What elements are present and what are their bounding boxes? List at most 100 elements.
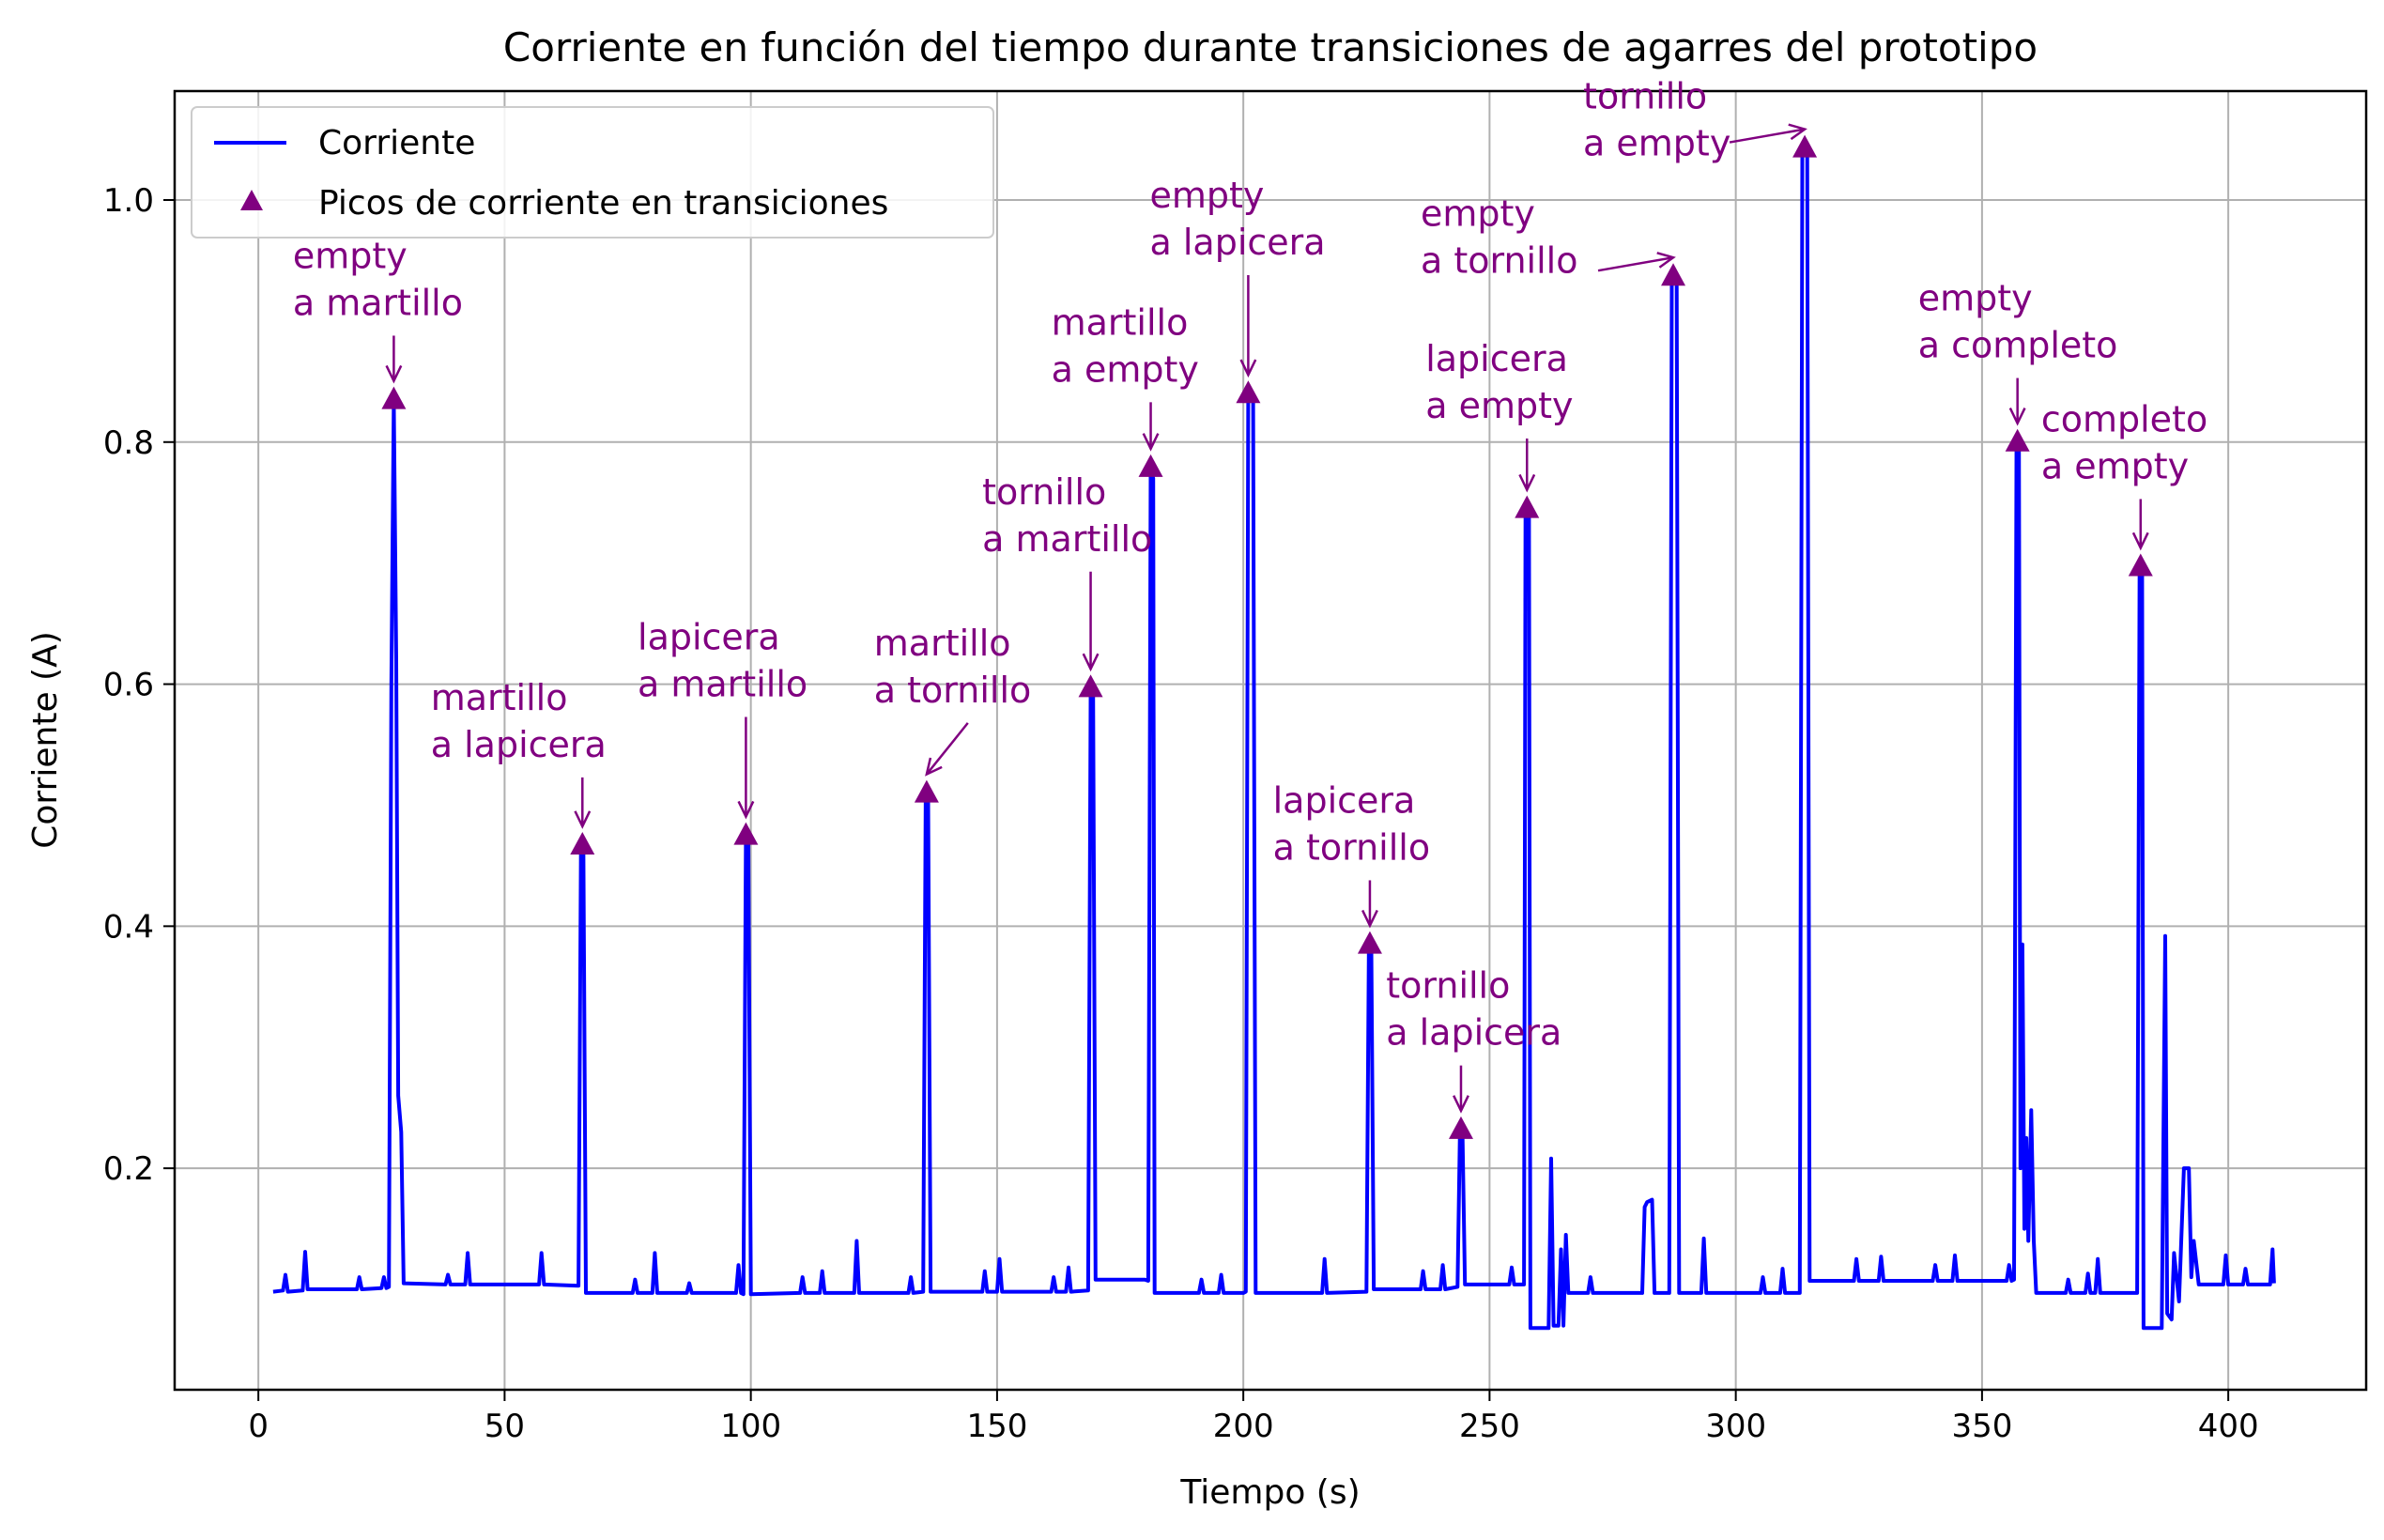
annotation-arrowhead (1361, 909, 1378, 929)
y-tick-label: 1.0 (103, 182, 154, 220)
peak-marker (1138, 454, 1163, 477)
axes-frame (173, 89, 2368, 1392)
annotation-label-line: empty (1918, 278, 2033, 319)
annotation-label: empty a martillo (293, 235, 463, 323)
annotation-arrowhead (385, 364, 403, 384)
peak-marker (1661, 263, 1686, 286)
peak-marker (1236, 380, 1261, 404)
legend: Corriente Picos de corriente en transici… (191, 106, 994, 239)
annotation-arrowhead (1788, 123, 1807, 141)
annotation-label-line: a tornillo (1421, 239, 1577, 281)
annotation-label: lapicera a tornillo (1273, 779, 1430, 868)
x-tick-label: 50 (484, 1408, 525, 1445)
annotation-label-line: tornillo (1386, 965, 1510, 1007)
annotation-arrow (1597, 255, 1674, 272)
annotation-arrowhead (1239, 359, 1257, 378)
peak-marker (733, 822, 759, 845)
annotation-label-line: completo (2041, 398, 2207, 439)
peak-marker (570, 831, 595, 855)
peak-marker (381, 386, 407, 409)
chart-title: Corriente en función del tiempo durante … (503, 24, 2038, 70)
annotation-label-line: a completo (1918, 325, 2118, 366)
y-tick-label: 0.8 (103, 424, 154, 462)
axis-ticks: 0 50 100 150 200 250 300 350 400 0.2 0.4 0.6 0.8 1.0 (103, 182, 2259, 1445)
grid-lines (175, 91, 2366, 1390)
peak-marker (2128, 553, 2153, 577)
annotation-arrowhead (574, 810, 592, 829)
x-tick-label: 0 (248, 1408, 269, 1445)
legend-triangle-icon (240, 190, 263, 210)
annotation-label-line: a lapicera (1149, 222, 1325, 263)
peak-marker (1448, 1116, 1473, 1139)
annotation-label-line: tornillo (982, 471, 1106, 513)
annotation-label-line: a tornillo (874, 670, 1031, 711)
y-tick-label: 0.4 (103, 908, 154, 946)
annotation-label-line: a tornillo (1273, 826, 1430, 868)
annotation-label-line: a empty (1052, 348, 1199, 390)
annotation-label: empty a tornillo (1421, 192, 1577, 281)
x-tick-label: 400 (2198, 1408, 2259, 1445)
annotation-label: lapicera a empty (1425, 338, 1573, 426)
annotation-label-line: a empty (1583, 122, 1730, 163)
peak-marker (1515, 495, 1540, 518)
annotation-label: tornillo a lapicera (1386, 965, 1561, 1054)
peak-marker (914, 779, 939, 803)
annotation-label-line: a martillo (638, 663, 807, 704)
peak-marker (1078, 674, 1103, 698)
peak-marker (2005, 428, 2030, 452)
legend-label-markers: Picos de corriente en transiciones (318, 184, 888, 223)
annotation-label-line: empty (293, 235, 408, 276)
annotation-label-line: empty (1149, 175, 1264, 216)
annotation-label-line: a empty (1425, 385, 1573, 426)
legend-label-line: Corriente (318, 124, 475, 162)
y-axis-label: Corriente (A) (26, 631, 65, 849)
peak-marker (1357, 931, 1382, 954)
annotation-arrow (925, 722, 969, 776)
annotation-label-line: martillo (431, 677, 568, 718)
annotation-arrowhead (925, 757, 943, 777)
annotation-label-line: a martillo (982, 518, 1152, 560)
annotation-label-line: martillo (1052, 301, 1189, 343)
annotation-label-line: lapicera (1425, 338, 1568, 379)
x-tick-label: 200 (1213, 1408, 1274, 1445)
annotation-arrowhead (2008, 408, 2026, 426)
annotation-arrowhead (1453, 1095, 1469, 1114)
annotation-label: tornillo a martillo (982, 471, 1152, 560)
annotation-label-line: a empty (2041, 445, 2189, 486)
annotation-label: empty a completo (1918, 278, 2118, 366)
current-line (272, 146, 2276, 1331)
annotation-label-line: a martillo (293, 282, 463, 323)
y-tick-label: 0.6 (103, 667, 154, 704)
x-tick-label: 150 (966, 1408, 1027, 1445)
annotation-arrowhead (1656, 252, 1676, 269)
annotation-label-line: a lapicera (431, 724, 607, 765)
annotation-label: lapicera a martillo (638, 616, 807, 704)
peak-marker (1792, 134, 1818, 158)
annotation-label: martillo a lapicera (431, 677, 607, 765)
annotations: empty a martillo martillo a lapicera lapicer… (293, 75, 2207, 1114)
annotation-arrowhead (1082, 653, 1100, 672)
x-tick-label: 100 (720, 1408, 781, 1445)
x-tick-label: 300 (1705, 1408, 1766, 1445)
annotation-label: martillo a tornillo (874, 623, 1031, 711)
annotation-label: empty a lapicera (1149, 175, 1325, 263)
annotation-arrowhead (2131, 531, 2149, 551)
x-axis-label: Tiempo (s) (1179, 1473, 1360, 1512)
x-tick-label: 350 (1951, 1408, 2012, 1445)
annotation-label-line: martillo (874, 623, 1011, 664)
annotation-label-line: empty (1421, 192, 1535, 234)
annotation-label-line: lapicera (638, 616, 780, 657)
legend-box (191, 106, 994, 239)
annotation-arrow (1729, 128, 1806, 144)
annotation-label: completo a empty (2041, 398, 2207, 486)
annotation-arrowhead (1142, 433, 1160, 452)
annotation-label: martillo a empty (1052, 301, 1199, 390)
annotation-label: tornillo a empty (1583, 75, 1730, 163)
annotation-arrowhead (1518, 473, 1536, 493)
plot-area (272, 134, 2276, 1331)
x-tick-label: 250 (1459, 1408, 1520, 1445)
annotation-label-line: lapicera (1273, 779, 1416, 821)
annotation-label-line: a lapicera (1386, 1012, 1561, 1054)
annotation-arrowhead (737, 800, 755, 820)
